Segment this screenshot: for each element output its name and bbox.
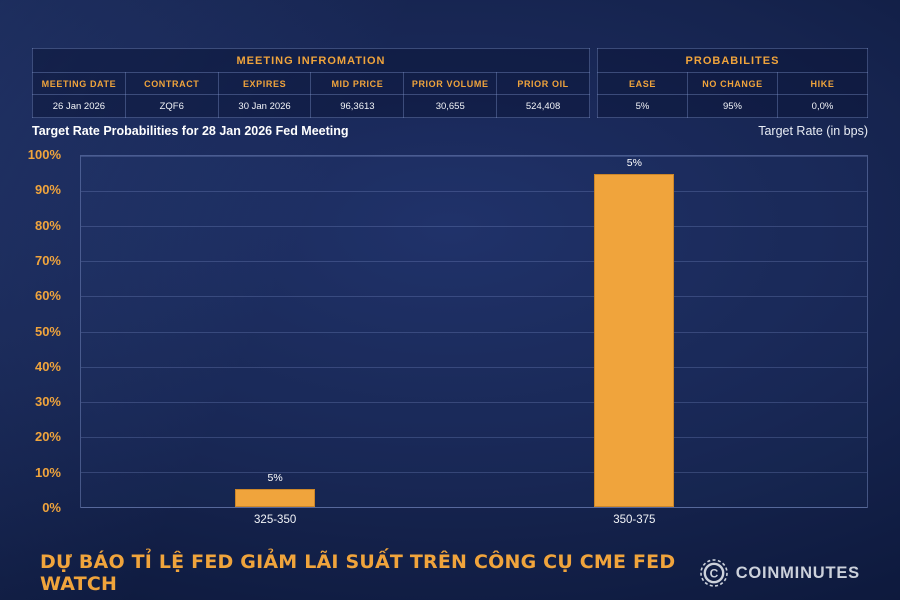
cell-contract: ZQF6	[124, 94, 219, 118]
cell-prior-volume: 30,655	[403, 94, 498, 118]
cell-ease: 5%	[597, 94, 688, 118]
brand-logo: C COINMINUTES	[699, 558, 860, 588]
bar-350-375	[594, 173, 675, 507]
probabilities-table: PROBABILITES EASE NO CHANGE HIKE 5% 95% …	[597, 48, 868, 118]
gridline	[81, 366, 867, 368]
gridline	[81, 226, 867, 228]
col-meeting-date: MEETING DATE	[32, 72, 126, 95]
footer: DỰ BÁO TỈ LỆ FED GIẢM LÃI SUẤT TRÊN CÔNG…	[40, 551, 860, 595]
top-tables: MEETING INFROMATION MEETING DATE CONTRAC…	[32, 48, 868, 118]
bar-value-label: 5%	[626, 156, 642, 169]
chart-header: Target Rate Probabilities for 28 Jan 202…	[32, 124, 868, 138]
bar-325-350	[235, 489, 316, 507]
gridline	[81, 436, 867, 438]
y-tick-label: 50%	[34, 323, 61, 339]
col-contract: CONTRACT	[124, 72, 219, 95]
probabilities-table-title: PROBABILITES	[597, 48, 868, 73]
col-hike: HIKE	[777, 72, 868, 95]
meeting-info-table: MEETING INFROMATION MEETING DATE CONTRAC…	[32, 48, 590, 118]
coinminutes-icon: C	[699, 559, 728, 587]
cell-no-change: 95%	[687, 94, 778, 118]
gridline	[81, 191, 867, 193]
col-prior-volume: PRIOR VOLUME	[403, 72, 498, 95]
cell-expires: 30 Jan 2026	[217, 94, 312, 118]
y-tick-label: 40%	[34, 358, 61, 374]
y-tick-label: 100%	[27, 147, 61, 162]
cell-hike: 0,0%	[777, 94, 868, 118]
y-tick-label: 30%	[34, 394, 61, 410]
y-tick-label: 70%	[34, 252, 61, 268]
y-tick-label: 20%	[34, 429, 61, 445]
x-axis-label: 350-375	[613, 514, 656, 526]
brand-icon-letter: C	[709, 566, 718, 580]
col-expires: EXPIRES	[217, 72, 312, 95]
x-axis-label: 325-350	[254, 514, 297, 526]
cell-mid-price: 96,3613	[310, 94, 405, 118]
gridline	[81, 261, 867, 263]
cell-meeting-date: 26 Jan 2026	[32, 94, 126, 118]
bar-value-label: 5%	[267, 472, 283, 485]
y-tick-label: 10%	[34, 464, 61, 480]
gridline	[81, 471, 867, 473]
meeting-table-title: MEETING INFROMATION	[32, 48, 590, 73]
gridline	[81, 331, 867, 333]
y-tick-label: 60%	[34, 288, 61, 304]
col-prior-oil: PRIOR OIL	[496, 72, 590, 95]
y-tick-label: 90%	[34, 182, 61, 198]
y-tick-label: 80%	[34, 217, 61, 233]
brand-name: COINMINUTES	[735, 563, 860, 582]
gridline	[81, 296, 867, 298]
target-rate-axis-label: Target Rate (in bps)	[758, 124, 868, 138]
col-ease: EASE	[597, 72, 688, 95]
col-no-change: NO CHANGE	[687, 72, 778, 95]
y-tick-label: 0%	[42, 500, 61, 515]
cell-prior-oil: 524,408	[496, 94, 590, 118]
col-mid-price: MID PRICE	[310, 72, 405, 95]
plot-area: 5% 325-350 5% 350-375	[80, 155, 868, 526]
y-axis-ticks: 0% 10% 20% 30% 40% 50% 60% 70% 80% 90% 100%	[0, 147, 70, 515]
gridline	[81, 401, 867, 403]
gridline	[81, 156, 867, 157]
footer-title: DỰ BÁO TỈ LỆ FED GIẢM LÃI SUẤT TRÊN CÔNG…	[40, 551, 676, 595]
gridline	[81, 507, 867, 508]
chart-title: Target Rate Probabilities for 28 Jan 202…	[32, 124, 349, 138]
